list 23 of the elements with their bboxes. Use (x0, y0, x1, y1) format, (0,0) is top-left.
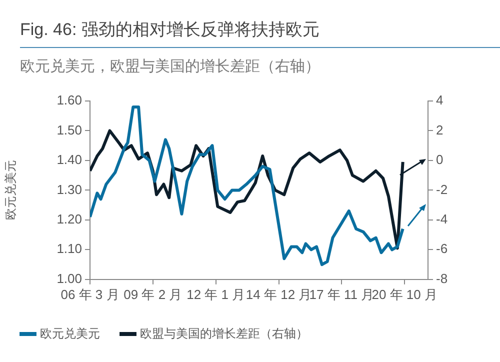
chart-title: Fig. 46: 强劲的相对增长反弹将扶持欧元 (20, 19, 320, 41)
y2-tick-label: -4 (436, 212, 448, 227)
x-tick-label: 09 年 2 月 (124, 286, 182, 302)
y-tick-label: 1.10 (56, 241, 82, 256)
x-tick-label: 12 年 1 月 (186, 286, 246, 302)
x-tick-label: 20 年 10 月 (372, 286, 438, 302)
y2-tick-label: 4 (436, 92, 444, 108)
y-tick-label: 1.40 (56, 152, 82, 168)
y-tick-label: 1.60 (56, 92, 82, 108)
y-tick-label: 1.00 (56, 270, 82, 286)
legend-label: 欧盟与美国的增长差距（右轴） (140, 326, 308, 340)
y-tick-label: 1.20 (56, 212, 82, 227)
y2-tick-label: -6 (436, 241, 448, 256)
legend-label: 欧元兑美元 (40, 326, 100, 340)
y2-tick-label: -2 (436, 182, 448, 197)
chart-subtitle: 欧元兑美元，欧盟与美国的增长差距（右轴） (20, 57, 320, 76)
y-tick-label: 1.50 (56, 122, 82, 138)
x-tick-label: 06 年 3 月 (60, 286, 120, 302)
y-axis-title: 欧元兑美元 (4, 160, 18, 220)
y2-tick-label: -8 (436, 270, 448, 286)
y2-tick-label: 2 (436, 122, 444, 138)
y-tick-label: 1.30 (56, 182, 82, 197)
y2-tick-label: 0 (436, 152, 444, 168)
